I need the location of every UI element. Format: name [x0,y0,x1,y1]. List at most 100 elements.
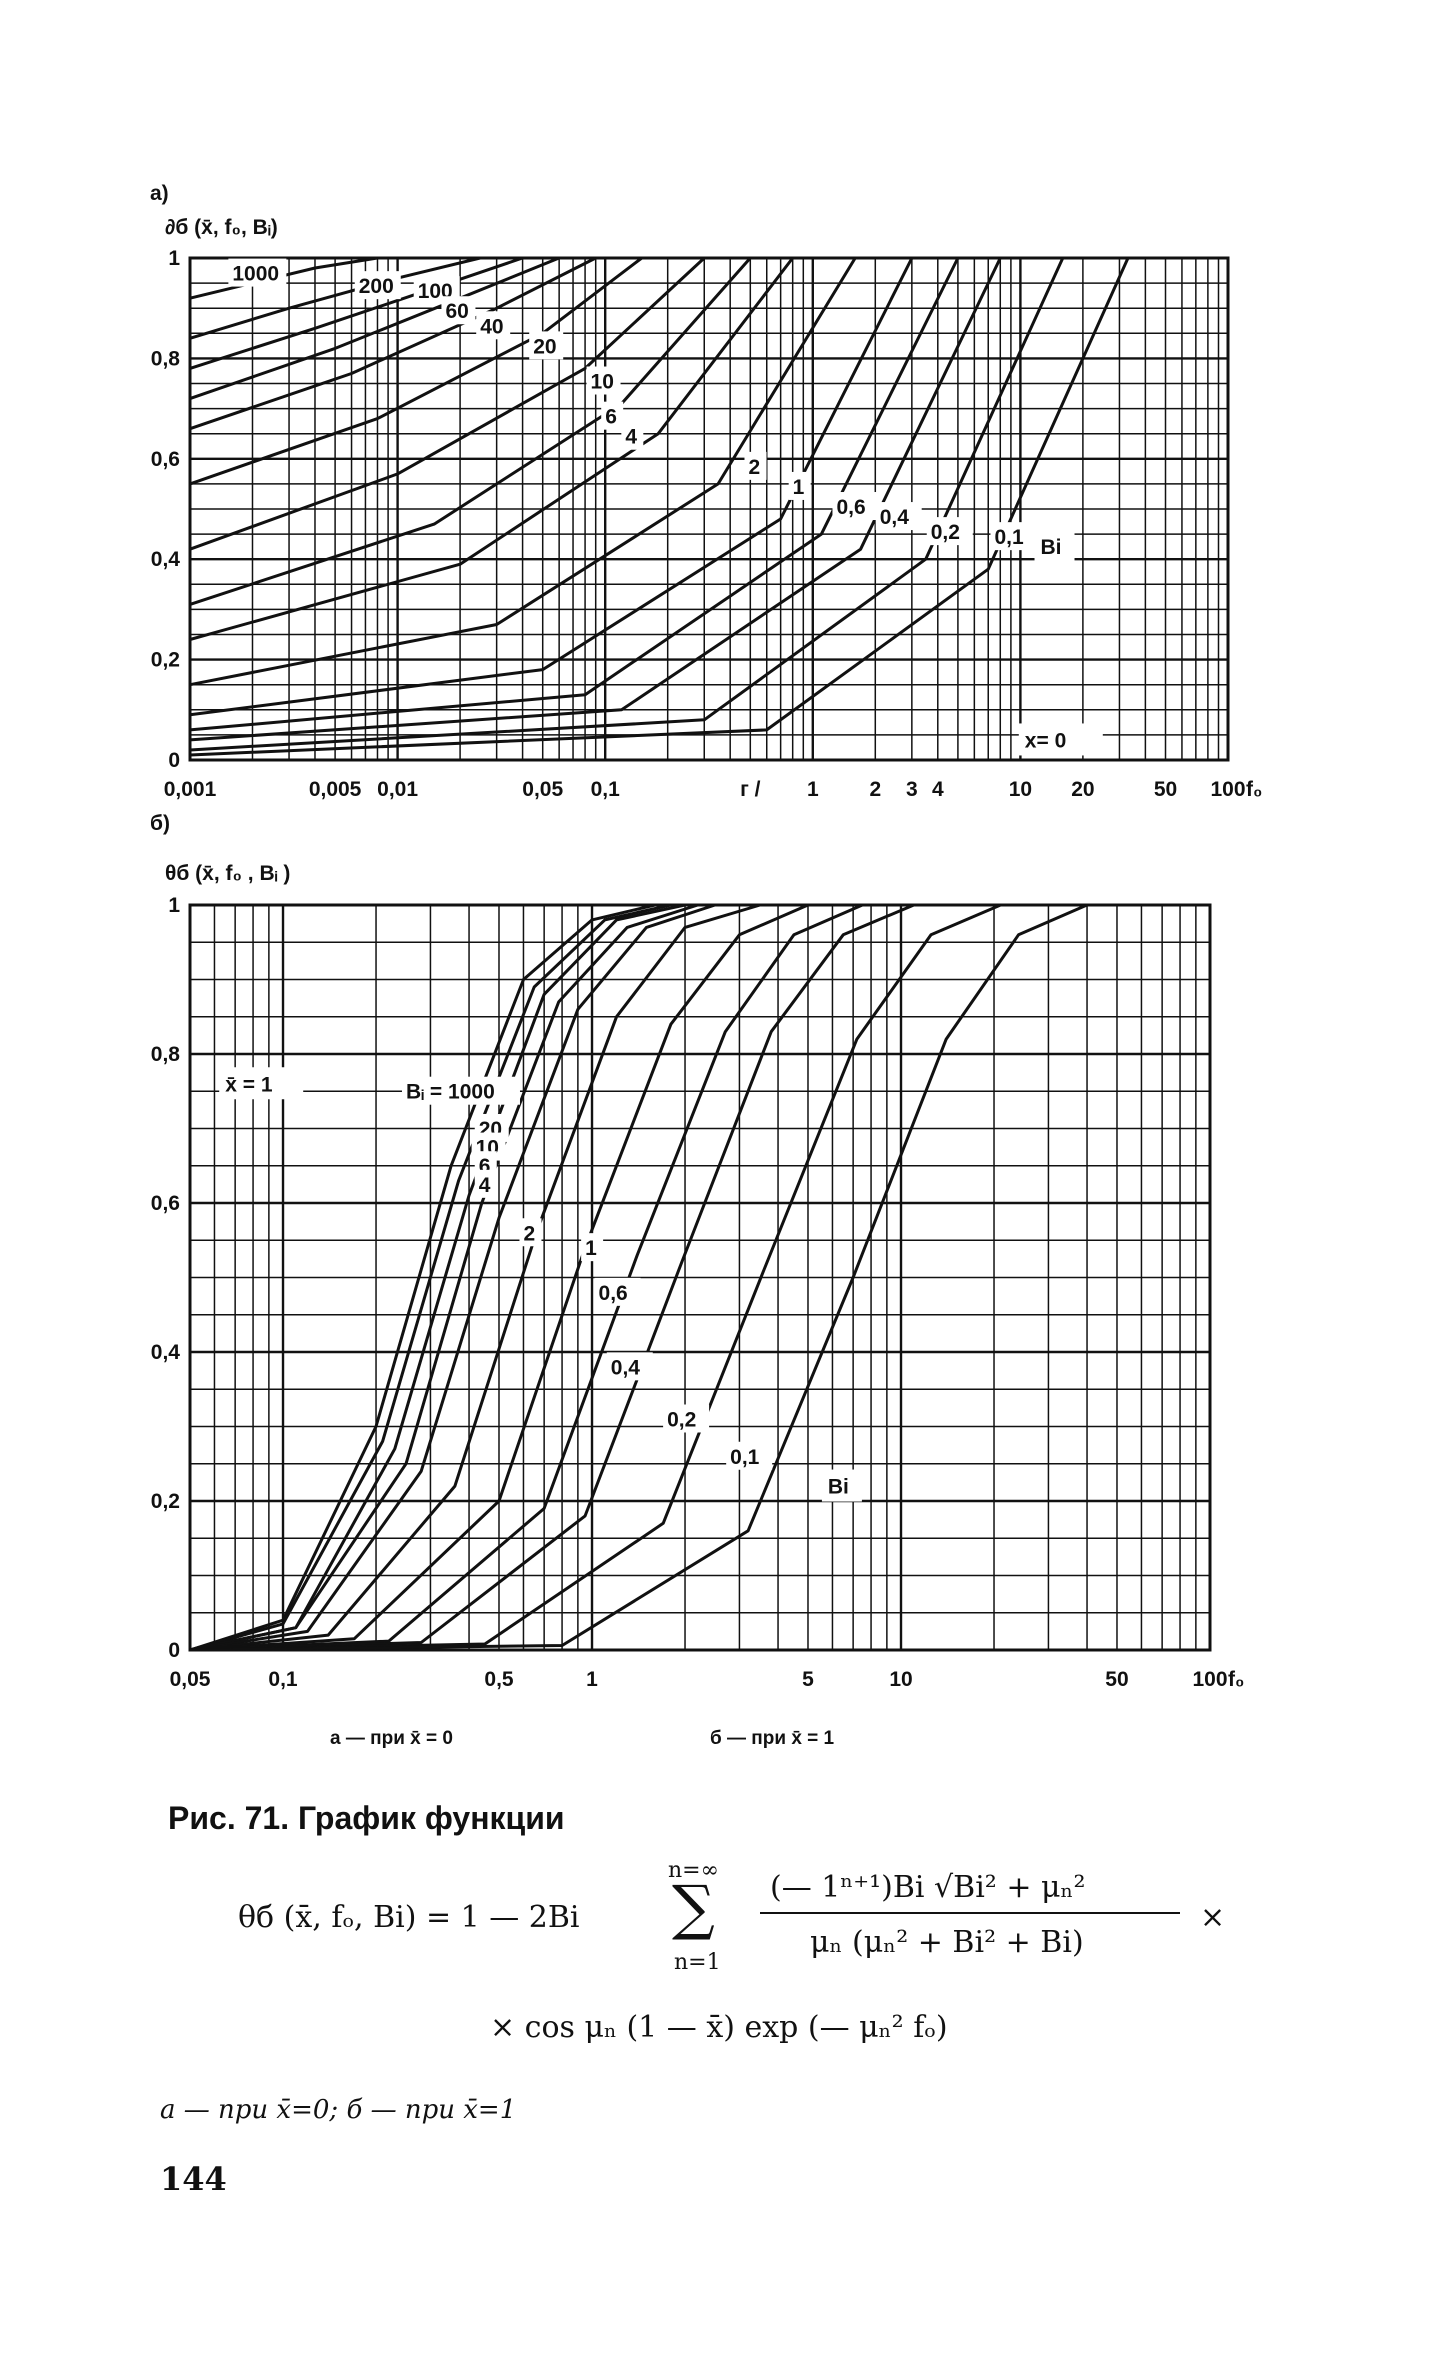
chart1-annotation: x= 0 [1025,729,1066,752]
page-number: 144 [160,2160,227,2198]
subcaption-b: б — при x̄ = 1 [710,1728,835,1749]
sum-lower-limit: n=1 [674,1950,721,1975]
chart1-x-tick-label: 1 [807,778,819,801]
chart1-series-label-bg [621,421,644,450]
chart2-x-tick-label: 5 [802,1668,814,1691]
chart1-x-tick-label: 50 [1154,778,1177,801]
chart1-series-line-3 [189,256,560,401]
chart1-series-label: 1 [793,476,805,499]
chart1-series-line-11 [189,257,960,732]
chart1-x-tick-label: 10 [1009,778,1032,801]
chart2-series-label: 2 [523,1222,535,1245]
chart1-x-tick-label: 3 [906,778,918,801]
chart2-x-tick-label: 0,05 [170,1668,211,1691]
chart2-series-label: 0,1 [730,1446,760,1469]
chart2-series-label: 6 [479,1155,491,1178]
chart1-series-label: 1000 [232,263,279,286]
chart1-series-label: 200 [359,275,394,298]
chart1-series-line-5 [189,256,643,486]
chart1-series-label: 0,6 [836,496,865,519]
chart1-series-label-bg [228,258,287,287]
chart2-series-label-bg [663,1404,710,1433]
chart2-x-tick-label: 100 [1192,1668,1227,1691]
chart2-series-label-bg [594,1277,641,1306]
chart2-series-label-bg [726,1441,773,1470]
formula-line-2: × cos μₙ (1 — x̄) exp (— μₙ² fₒ) [490,2010,948,2045]
chart1-series-label: 0,4 [880,506,910,529]
chart2-y-axis-label: θб (x̄, f₀ , Bᵢ ) [165,862,290,885]
chart1-series-line-1 [189,256,481,340]
chart1-y-tick-label: 0 [168,749,180,772]
chart2-y-tick-label: 0,2 [151,1490,180,1513]
chart2-y-tick-label: 0,6 [151,1192,180,1215]
chart1-series-line-10 [189,257,914,717]
chart2-series-label-bg [606,1352,653,1381]
chart1-series-label-bg [875,502,922,531]
chart2-series-label: Bᵢ = 1000 [406,1081,495,1104]
chart1-y-tick-label: 0,6 [151,448,180,471]
chart2-series-line-4 [189,903,716,1652]
caption-note: а — при x̄=0; б — при x̄=1 [160,2095,517,2125]
chart1-series-line-2 [189,256,524,370]
chart1-series-line-8 [189,257,794,641]
chart1-series-label-bg [476,311,511,340]
chart1-y-tick-label: 0,4 [151,548,181,571]
chart1-series-label: 2 [748,456,760,479]
chart2-series-line-10 [189,903,1088,1652]
chart2-series-label: 0,2 [667,1409,696,1432]
chart1-y-tick-label: 0,2 [151,649,180,672]
chart1-series-label-bg [354,271,401,300]
chart2-y-tick-label: 0,8 [151,1043,181,1066]
chart1-legend-title: Bi [1041,536,1062,559]
chart1-series-label-bg [788,471,811,500]
chart1-series-label-bg [832,492,879,521]
subcaption-a: а — при x̄ = 0 [330,1728,453,1749]
chart2-series-line-8 [189,903,915,1652]
formula-times: × [1200,1900,1226,1935]
chart2-annotation-bg [219,1067,304,1100]
formula-numerator: (— 1ⁿ⁺¹)Bi √Bi² + μₙ² [770,1870,1086,1905]
chart1-x-tick-label: 0,005 [309,778,362,801]
sum-symbol-icon: ∑ [672,1873,715,1943]
chart2-series-label: 4 [479,1174,491,1197]
chart2-legend-title: Bi [828,1476,849,1499]
chart1-x-tick-label: 20 [1071,778,1094,801]
chart1-frame [188,256,1230,762]
chart2-x-tick-label: 1 [586,1668,598,1691]
chart1-series-label-bg [926,517,973,546]
chart1-series-label: 0,1 [994,526,1024,549]
chart1-series-label: 60 [445,300,468,323]
formula-denominator: μₙ (μₙ² + Bi² + Bi) [810,1925,1084,1960]
chart1-series-label: 0,2 [931,521,960,544]
chart1-series-label: 40 [480,315,503,338]
chart1-x-tick-label: 4 [932,778,944,801]
chart1-x-tick-label: 0,01 [377,778,418,801]
chart2-series-line-3 [189,903,699,1652]
fraction-bar [760,1912,1180,1914]
chart2-series-line-7 [189,903,863,1652]
chart1-series-line-6 [189,256,706,551]
chart1-x-tick-label: 100 [1210,778,1245,801]
chart2-series-label: 1 [585,1237,597,1260]
chart1-y-axis-label: ∂б (x̄, f₀, Bᵢ) [165,216,278,239]
chart1-x-axis-label: f₀ [1246,778,1262,801]
chart1-annotation-bg [1018,723,1103,756]
chart2-y-tick-label: 1 [168,894,180,917]
sum-upper-limit: n=∞ [668,1858,719,1883]
chart1-series-label-bg [744,451,767,480]
chart1-legend-bg [1034,530,1075,563]
chart2-series-line-0 [189,903,656,1652]
chart2-series-label-bg [519,1218,542,1247]
chart1-series-line-13 [189,257,1065,752]
chart1-series-label: 10 [591,371,614,394]
chart1-series-line-14 [189,257,1130,757]
chart1-series-line-12 [189,257,1002,742]
chart2-x-tick-label: 10 [889,1668,912,1691]
chart1-x-tick-label: 2 [869,778,881,801]
chart1-x-tick-label: 0,001 [164,778,217,801]
chart1-series-label-bg [990,522,1037,551]
chart1-series-label-bg [529,331,564,360]
chart2-series-line-9 [189,903,1002,1652]
chart1-panel-label: а) [150,182,169,205]
